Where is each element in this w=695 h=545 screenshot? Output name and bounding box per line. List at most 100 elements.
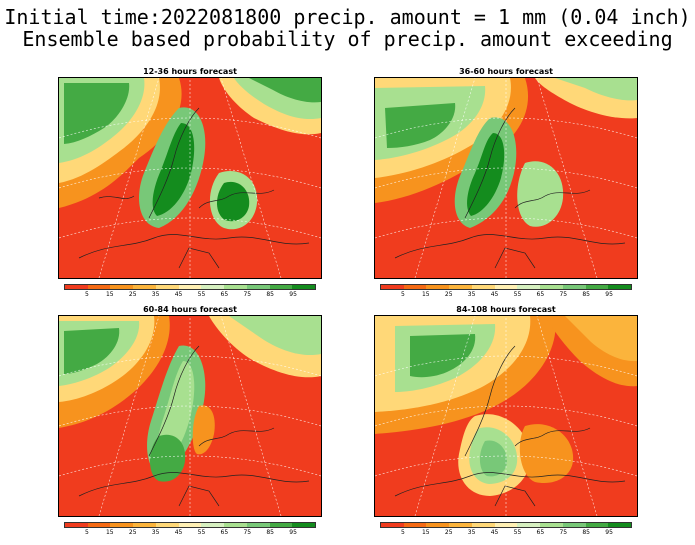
colorbar-label: 95 xyxy=(605,291,613,298)
colorbar-label: 65 xyxy=(220,291,229,298)
colorbar-label: 85 xyxy=(266,291,274,298)
colorbar-swatch xyxy=(381,285,404,289)
colorbar-swatch xyxy=(449,523,472,527)
main-title-line2: Ensemble based probability of precip. am… xyxy=(22,27,673,51)
colorbar-label: 45 xyxy=(490,291,499,298)
colorbar-swatch xyxy=(449,285,472,289)
colorbar-swatch xyxy=(201,523,225,527)
colorbar-label: 25 xyxy=(128,291,137,298)
colorbar-swatch xyxy=(585,285,609,289)
panel-title-3: 60-84 hours forecast xyxy=(143,305,237,314)
colorbar-swatch xyxy=(494,285,518,289)
colorbar-label: 75 xyxy=(559,529,568,536)
colorbar-swatch xyxy=(110,523,134,527)
colorbar-swatch xyxy=(178,285,202,289)
colorbar-swatch xyxy=(224,523,247,527)
colorbar-label: 25 xyxy=(444,291,453,298)
colorbar-swatch xyxy=(562,523,586,527)
colorbar-swatch xyxy=(517,285,541,289)
colorbar-labels-3: 5 15 25 35 45 55 65 75 85 95 xyxy=(64,529,316,537)
colorbar-labels-1: 5 15 25 35 45 55 65 75 85 95 xyxy=(64,291,316,299)
colorbar-label: 35 xyxy=(151,529,160,536)
colorbar-label: 65 xyxy=(536,291,545,298)
colorbar-label: 35 xyxy=(467,291,476,298)
colorbar-label: 5 xyxy=(84,291,89,298)
colorbar-swatch xyxy=(87,285,111,289)
colorbar-label: 35 xyxy=(151,291,160,298)
colorbar-swatch xyxy=(201,285,225,289)
forecast-map-3 xyxy=(58,315,322,517)
colorbar-swatch xyxy=(426,523,450,527)
colorbar-swatch xyxy=(540,285,563,289)
colorbar-swatch xyxy=(246,285,270,289)
colorbar-4 xyxy=(380,522,632,528)
colorbar-swatch xyxy=(540,523,563,527)
colorbar-1 xyxy=(64,284,316,290)
colorbar-swatch xyxy=(562,285,586,289)
colorbar-label: 95 xyxy=(605,529,613,536)
colorbar-label: 35 xyxy=(467,529,476,536)
colorbar-label: 55 xyxy=(513,529,522,536)
colorbar-label: 15 xyxy=(421,291,430,298)
colorbar-swatch xyxy=(381,523,404,527)
colorbar-swatch xyxy=(403,523,427,527)
colorbar-swatch xyxy=(133,285,156,289)
colorbar-label: 85 xyxy=(582,291,590,298)
colorbar-swatch xyxy=(403,285,427,289)
colorbar-label: 65 xyxy=(220,529,229,536)
colorbar-swatch xyxy=(133,523,156,527)
colorbar-swatch xyxy=(65,285,88,289)
colorbar-label: 75 xyxy=(243,529,252,536)
colorbar-label: 95 xyxy=(289,291,297,298)
colorbar-labels-2: 5 15 25 35 45 55 65 75 85 95 xyxy=(380,291,632,299)
colorbar-label: 15 xyxy=(421,529,430,536)
colorbar-label: 45 xyxy=(174,291,183,298)
colorbar-swatch xyxy=(471,285,495,289)
colorbar-label: 45 xyxy=(174,529,183,536)
forecast-map-4 xyxy=(374,315,638,517)
colorbar-swatch xyxy=(178,523,202,527)
colorbar-labels-4: 5 15 25 35 45 55 65 75 85 95 xyxy=(380,529,632,537)
colorbar-label: 85 xyxy=(582,529,590,536)
colorbar-swatch xyxy=(292,523,316,527)
colorbar-swatch xyxy=(155,523,179,527)
colorbar-label: 5 xyxy=(400,291,405,298)
colorbar-swatch xyxy=(608,285,632,289)
colorbar-label: 55 xyxy=(197,291,206,298)
colorbar-swatch xyxy=(65,523,88,527)
colorbar-swatch xyxy=(517,523,541,527)
colorbar-swatch xyxy=(246,523,270,527)
colorbar-swatch xyxy=(110,285,134,289)
colorbar-label: 85 xyxy=(266,529,274,536)
colorbar-swatch xyxy=(471,523,495,527)
colorbar-swatch xyxy=(426,285,450,289)
colorbar-label: 75 xyxy=(559,291,568,298)
main-title-line1: Initial time:2022081800 precip. amount =… xyxy=(4,5,691,29)
panel-title-4: 84-108 hours forecast xyxy=(456,305,556,314)
colorbar-label: 5 xyxy=(400,529,405,536)
colorbar-label: 15 xyxy=(105,529,114,536)
colorbar-swatch xyxy=(585,523,609,527)
colorbar-3 xyxy=(64,522,316,528)
colorbar-swatch xyxy=(269,523,293,527)
colorbar-label: 55 xyxy=(197,529,206,536)
colorbar-label: 55 xyxy=(513,291,522,298)
colorbar-label: 65 xyxy=(536,529,545,536)
colorbar-label: 15 xyxy=(105,291,114,298)
forecast-map-1 xyxy=(58,77,322,279)
colorbar-swatch xyxy=(155,285,179,289)
colorbar-label: 45 xyxy=(490,529,499,536)
colorbar-label: 25 xyxy=(128,529,137,536)
colorbar-2 xyxy=(380,284,632,290)
colorbar-swatch xyxy=(494,523,518,527)
colorbar-swatch xyxy=(608,523,632,527)
colorbar-label: 25 xyxy=(444,529,453,536)
colorbar-swatch xyxy=(224,285,247,289)
colorbar-label: 95 xyxy=(289,529,297,536)
forecast-map-2 xyxy=(374,77,638,279)
colorbar-label: 75 xyxy=(243,291,252,298)
panel-title-2: 36-60 hours forecast xyxy=(459,67,553,76)
colorbar-swatch xyxy=(292,285,316,289)
colorbar-swatch xyxy=(87,523,111,527)
